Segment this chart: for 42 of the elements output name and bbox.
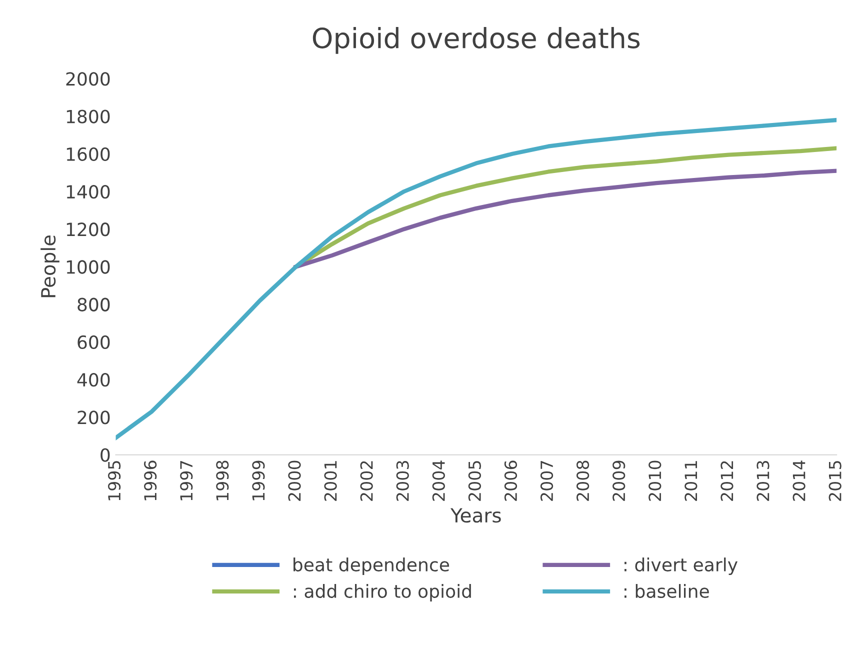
x-tick-label: 2000 [288, 460, 301, 501]
x-tick-label: 1997 [180, 461, 193, 500]
x-tick-label: 2001 [324, 461, 337, 501]
line-series [116, 118, 837, 440]
x-tick-label: 2011 [684, 461, 698, 501]
line-series [294, 168, 837, 269]
y-tick-label: 1400 [66, 184, 110, 199]
y-tick-label: 600 [78, 335, 110, 350]
legend-label: : divert early [624, 558, 738, 575]
legend-label: beat dependence [294, 558, 450, 575]
y-tick-label: 2000 [66, 72, 110, 86]
x-tick-label: 2008 [576, 460, 590, 501]
x-axis-title: Years [450, 508, 501, 523]
y-tick-label: 1000 [66, 260, 110, 274]
x-tick-label: 2006 [504, 460, 518, 501]
legend-label: : add chiro to opioid [294, 584, 471, 602]
chart-title: Opioid overdose deaths [312, 26, 640, 54]
y-tick-label: 1200 [66, 222, 110, 236]
y-tick-label: 1600 [66, 147, 110, 161]
x-tick-label: 2004 [432, 460, 445, 501]
x-tick-label: 2007 [540, 461, 554, 501]
x-tick-label: 2014 [792, 460, 806, 501]
x-tick-label: 2009 [612, 460, 626, 501]
x-tick-label: 2013 [756, 460, 770, 501]
x-tick-label: 2015 [828, 461, 842, 501]
y-tick-label: 1800 [66, 110, 110, 124]
y-axis-title: People [40, 235, 60, 298]
y-tick-label: 400 [77, 373, 110, 387]
x-tick-label: 1998 [216, 460, 229, 500]
x-tick-label: 2002 [360, 461, 373, 501]
y-tick-label: 200 [78, 410, 110, 424]
line-series [294, 146, 837, 269]
x-tick-label: 2010 [648, 460, 662, 501]
x-tick-label: 1999 [252, 460, 265, 500]
legend-label: : baseline [624, 584, 709, 598]
y-tick-label: 0 [100, 448, 110, 462]
x-tick-label: 1995 [108, 461, 121, 500]
x-tick-label: 2012 [720, 461, 734, 501]
x-tick-label: 1996 [144, 460, 157, 500]
y-tick-label: 800 [78, 298, 110, 312]
x-tick-label: 2003 [396, 460, 409, 501]
x-tick-label: 2005 [468, 461, 481, 501]
